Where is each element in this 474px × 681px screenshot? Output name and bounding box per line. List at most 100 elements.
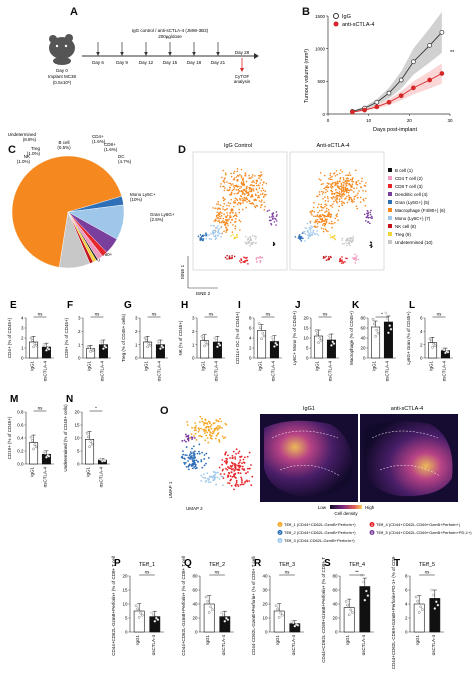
bar-xlabel-H-1: αsCTLA-4 <box>213 361 218 382</box>
tsne-right-pt-2-11 <box>304 233 307 235</box>
bar-dot-L-0-0 <box>428 337 432 341</box>
tsne-right-pt-9-5 <box>369 244 372 247</box>
bar-ytick-S-3: 60 <box>332 588 338 593</box>
bar-dot-S-1-1 <box>361 580 365 584</box>
b-point-1-1 <box>362 107 367 113</box>
tsne-left-pt-1-43 <box>234 212 237 214</box>
tsne-left-pt-3-9 <box>200 235 203 238</box>
umap-pt-0-6 <box>197 430 200 433</box>
bar-xlabel-E-1: αsCTLA-4 <box>42 361 47 382</box>
bar-xlabel-J-1: αsCTLA-4 <box>327 361 332 382</box>
bar-dot-M-0-4 <box>34 445 38 449</box>
tsne-right-pt-1-61 <box>316 214 319 216</box>
tsne-right-pt-1-38 <box>315 220 318 223</box>
umap-pt-3-122 <box>234 473 236 476</box>
tsne-left-pt-0-184 <box>249 190 252 193</box>
tsne-left-pt-0-171 <box>253 181 255 184</box>
tsne-left-pt-4-24 <box>271 213 273 215</box>
tsne-right-pt-0-224 <box>342 184 345 187</box>
bar-dot-J-1-4 <box>332 342 336 345</box>
pie-slice-9 <box>59 211 91 269</box>
tsne-right-pt-0-174 <box>364 197 367 200</box>
bar-ytick-N-1: 5 <box>77 449 80 454</box>
umap-pt-0-63 <box>218 440 221 443</box>
tsne-right-pt-0-171 <box>328 177 330 180</box>
bar-ytick-G-3: 3 <box>135 316 138 321</box>
bar-dot-M-0-1 <box>30 439 34 442</box>
tsne-left-pt-1-61 <box>235 214 238 216</box>
tsne-right-pt-8-7 <box>328 257 331 260</box>
umap-pt-1-19 <box>189 457 192 460</box>
umap-pt-3-138 <box>236 483 239 486</box>
bar-dot-G-1-1 <box>157 342 161 345</box>
umap-pt-3-80 <box>251 475 254 478</box>
tsne-left-pt-1-77 <box>226 211 228 214</box>
umap-pt-1-27 <box>185 465 188 468</box>
umap-pt-3-0 <box>222 477 225 480</box>
tsne-right-pt-1-12 <box>316 222 319 225</box>
bar-dot-Q-0-2 <box>207 611 211 614</box>
umap-pt-1-72 <box>191 459 194 461</box>
pie-pct-9: (8.8%) <box>23 137 37 142</box>
umap-pt-3-96 <box>223 460 226 463</box>
bar-dot-F-1-0 <box>99 340 103 343</box>
umap-pt-3-126 <box>246 455 249 458</box>
tsne-left-pt-0-226 <box>236 192 238 195</box>
bar-dot-P-0-1 <box>136 607 139 611</box>
teff-legend-dot-4 <box>369 530 375 535</box>
umap-pt-2-34 <box>210 475 213 478</box>
tsne-right-pt-0-22 <box>327 200 330 203</box>
density-high: High <box>365 505 375 510</box>
tsne-right-pt-0-188 <box>331 178 333 181</box>
teff-legend-dot-3 <box>369 522 375 527</box>
tsne-right-pt-4-23 <box>366 216 368 218</box>
umap-pt-0-0 <box>186 424 189 426</box>
bar-dot-S-0-2 <box>347 613 351 617</box>
tsne-right-pt-0-192 <box>332 203 334 205</box>
tsne-left-pt-0-50 <box>263 201 265 204</box>
bar-dot-K-0-1 <box>372 322 376 326</box>
tsne-left-pt-5-28 <box>248 241 250 244</box>
tsne-left-pt-0-211 <box>260 201 262 203</box>
b-point-1-6 <box>427 77 433 83</box>
tsne-right-pt-0-67 <box>323 174 326 177</box>
tsne-left-pt-3-13 <box>200 237 203 239</box>
tsne-right-pt-4-17 <box>369 211 372 214</box>
tsne-right-pt-0-72 <box>351 177 354 179</box>
tsne-left-pt-0-34 <box>231 189 234 192</box>
tsne-right-pt-0-252 <box>362 198 365 201</box>
tsne-left-pt-1-40 <box>238 219 241 222</box>
bar-xlabel-P-0: IgG1 <box>135 635 140 645</box>
tsne-left-pt-0-51 <box>243 196 246 199</box>
umap-pt-1-67 <box>203 454 206 456</box>
bar-dot-R-1-2 <box>293 624 297 628</box>
teff-legend-label-2: TEff_3 (CD44-CD62L-GzmB+Perforin+) <box>284 538 355 543</box>
teff-legend-num-4: 5 <box>371 531 373 535</box>
tsne-left-pt-0-203 <box>228 182 230 185</box>
tsne-right-pt-1-33 <box>337 209 340 212</box>
tsne-left-pt-0-21 <box>230 172 232 175</box>
tsne-left-pt-5-32 <box>253 235 256 238</box>
b-point-1-0 <box>350 109 355 115</box>
bar-ytick-I-4: 8 <box>249 316 252 321</box>
bar-xlabel-G-1: αsCTLA-4 <box>156 361 161 382</box>
bar-xlabel-Q-1: αsCTLA-4 <box>221 635 226 656</box>
bar-dot-P-0-2 <box>137 616 141 619</box>
tsne-left-pt-0-178 <box>230 198 233 201</box>
bar-S-1 <box>359 586 371 633</box>
tsne-right-pt-0-78 <box>339 195 342 198</box>
tsne-left-pt-1-5 <box>239 220 242 223</box>
tsne-right-pt-2-38 <box>310 234 313 236</box>
bar-ytick-H-2: 2 <box>192 329 195 334</box>
tsne-right-pt-0-241 <box>340 191 343 193</box>
tsne-left-pt-0-65 <box>263 193 266 196</box>
tsne-left-pt-2-19 <box>208 237 211 240</box>
bar-ytick-G-0: 0 <box>135 356 138 361</box>
umap-pt-4-16 <box>194 437 196 439</box>
tsne-right-pt-1-66 <box>323 214 326 217</box>
bar-dot-Q-0-4 <box>210 608 214 611</box>
tsne-left-pt-1-4 <box>226 207 228 210</box>
pie-pct-7: (1.0%) <box>27 151 41 156</box>
bar-dot-S-1-2 <box>363 598 367 602</box>
tsne-left-pt-0-221 <box>261 203 263 206</box>
